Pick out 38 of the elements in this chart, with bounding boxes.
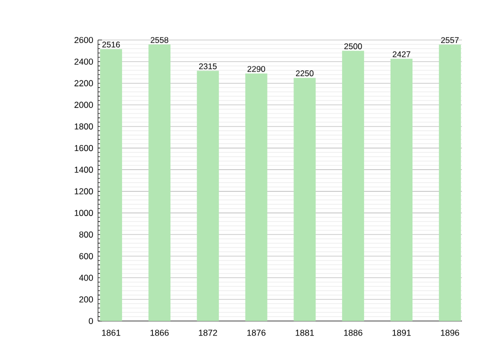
y-tick-label: 1400: [74, 166, 93, 173]
bar: [342, 50, 364, 321]
y-tick-label: 200: [79, 296, 93, 302]
bar: [390, 58, 412, 321]
data-label: 2557: [441, 37, 459, 44]
x-tick-label: 1891: [392, 330, 411, 336]
data-label: 2250: [296, 70, 314, 76]
x-tick-label: 1872: [198, 330, 218, 336]
data-label: 2315: [199, 63, 217, 70]
x-tick-label: 1866: [150, 330, 169, 336]
y-tick-label: 1000: [74, 210, 93, 216]
y-tick-label: 0: [88, 318, 93, 324]
x-tick-label: 1886: [344, 330, 362, 336]
bar: [245, 74, 268, 321]
y-tick-label: 600: [79, 253, 93, 260]
y-tick-label: 2000: [74, 102, 93, 108]
x-tick-label: 1881: [296, 330, 314, 336]
bar: [294, 78, 316, 321]
y-tick-label: 2600: [74, 36, 93, 44]
x-tick-label: 1896: [440, 330, 460, 336]
data-label: 2427: [392, 51, 410, 58]
y-tick-label: 800: [79, 231, 93, 238]
y-tick-label: 2200: [74, 80, 93, 86]
bar: [100, 49, 122, 321]
y-tick-label: 2400: [74, 58, 93, 65]
x-tick-label: 1876: [247, 330, 266, 336]
y-tick-label: 400: [79, 274, 93, 281]
data-label: 2516: [102, 42, 120, 48]
y-tick-label: 1600: [74, 145, 93, 152]
data-label: 2558: [150, 37, 168, 43]
x-tick-label: 1861: [102, 330, 120, 336]
y-tick-label: 1800: [74, 123, 93, 130]
y-tick-label: 1200: [74, 188, 93, 194]
data-label: 2290: [248, 66, 266, 72]
bar: [148, 44, 170, 321]
bar: [196, 70, 219, 321]
data-label: 2500: [344, 43, 362, 50]
bar: [438, 44, 461, 321]
